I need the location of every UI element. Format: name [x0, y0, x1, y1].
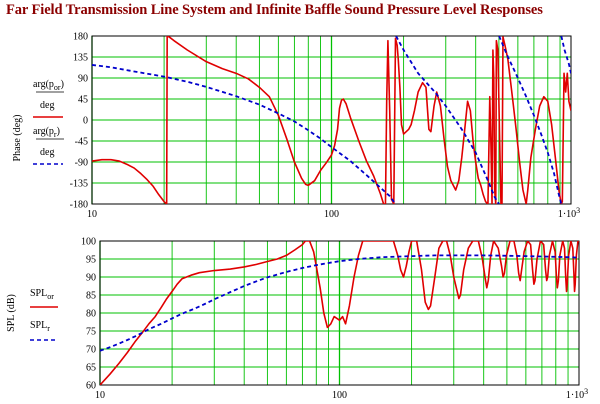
spl-ytick-label: 90 — [86, 273, 96, 284]
spl-xtick-label: 1·103 — [566, 387, 588, 401]
spl-ytick-label: 80 — [86, 309, 96, 320]
phase-legend-blue-num: arg(pr) — [33, 126, 60, 139]
phase-axis-title: Phase (deg) — [12, 115, 23, 162]
phase-ytick-label: -90 — [75, 158, 88, 169]
phase-ytick-label: -45 — [75, 137, 88, 148]
spl-ylabel: SPL (dB) — [6, 294, 17, 332]
spl-ytick-label: 95 — [86, 255, 96, 266]
chart-title: Far Field Transmission Line System and I… — [6, 2, 543, 18]
phase-ytick-label: 90 — [78, 74, 88, 85]
spl-axis-title: SPL (dB) — [6, 294, 17, 332]
phase-legend-red-num: arg(por) — [33, 79, 64, 92]
phase-ytick-label: 180 — [73, 32, 88, 43]
spl-series-blue — [100, 254, 579, 352]
phase-frame — [91, 35, 572, 205]
phase-ytick-label: 0 — [83, 116, 88, 127]
phase-series-red — [92, 36, 571, 204]
phase-legend-red-den: deg — [40, 100, 54, 111]
spl-ytick-label: 70 — [86, 345, 96, 356]
spl-legend-red-label: SPLor — [30, 288, 54, 301]
phase-xtick-label: 10 — [87, 209, 97, 220]
phase-legend-blue-den: deg — [40, 147, 54, 158]
phase-ytick-label: -135 — [70, 179, 88, 190]
phase-ylabel: Phase (deg) — [12, 115, 23, 162]
spl-ytick-label: 65 — [86, 363, 96, 374]
spl-xtick-label: 100 — [332, 390, 347, 401]
spl-xtick-label: 10 — [95, 390, 105, 401]
phase-ytick-label: -180 — [70, 200, 88, 211]
spl-ytick-label: 85 — [86, 291, 96, 302]
phase-xtick-label: 1·103 — [558, 206, 580, 220]
spl-frame — [99, 240, 580, 386]
spl-ytick-label: 75 — [86, 327, 96, 338]
phase-xtick-label: 100 — [324, 209, 339, 220]
spl-series-red — [100, 241, 579, 385]
spl-legend: SPLor SPLr — [30, 288, 58, 341]
spl-legend-blue-label: SPLr — [30, 320, 50, 333]
spl-ytick-label: 100 — [81, 237, 96, 248]
spl-ytick-label: 60 — [86, 381, 96, 392]
phase-ytick-label: 135 — [73, 53, 88, 64]
phase-ytick-label: 45 — [78, 95, 88, 106]
phase-legend: arg(por) deg arg(pr) deg — [33, 79, 64, 165]
phase-series-blue — [92, 36, 571, 204]
